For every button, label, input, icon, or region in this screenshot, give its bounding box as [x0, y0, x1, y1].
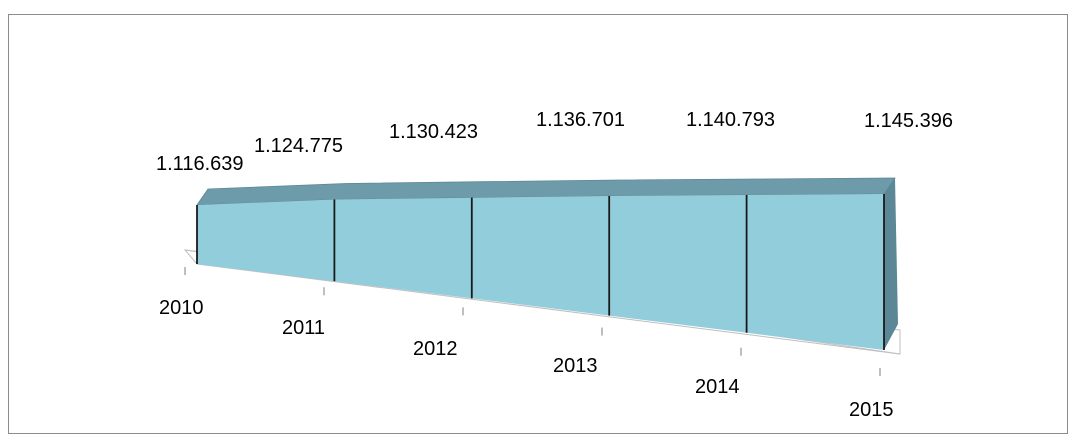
- category-edges: [196, 194, 885, 350]
- x-tick-label-2010: 2010: [159, 297, 204, 319]
- x-tick-label-2014: 2014: [695, 376, 740, 398]
- data-label-2012: 1.130.423: [389, 121, 478, 143]
- data-label-2010: 1.116.639: [156, 153, 244, 175]
- data-labels: 1.116.639 1.124.775 1.130.423 1.136.701 1.14…: [156, 109, 953, 175]
- area-series: [196, 177, 898, 350]
- data-label-2011: 1.124.775: [254, 135, 343, 157]
- x-tick-label-2013: 2013: [553, 355, 598, 377]
- area-segment-2014-2015: [746, 194, 884, 350]
- area-side-surface: [884, 178, 898, 350]
- x-axis: 2010 2011 2012 2013 2014 2015: [159, 267, 894, 421]
- x-tick-label-2015: 2015: [849, 399, 894, 421]
- area-segment-2010-2011: [197, 199, 335, 282]
- area-segment-2012-2013: [471, 196, 610, 316]
- area-segment-2013-2014: [609, 195, 747, 333]
- x-tick-label-2012: 2012: [413, 338, 458, 360]
- data-label-2015: 1.145.396: [864, 110, 953, 132]
- x-tick-label-2011: 2011: [282, 317, 325, 339]
- area-segment-2011-2012: [334, 197, 472, 299]
- data-label-2013: 1.136.701: [536, 109, 625, 131]
- data-label-2014: 1.140.793: [686, 109, 775, 131]
